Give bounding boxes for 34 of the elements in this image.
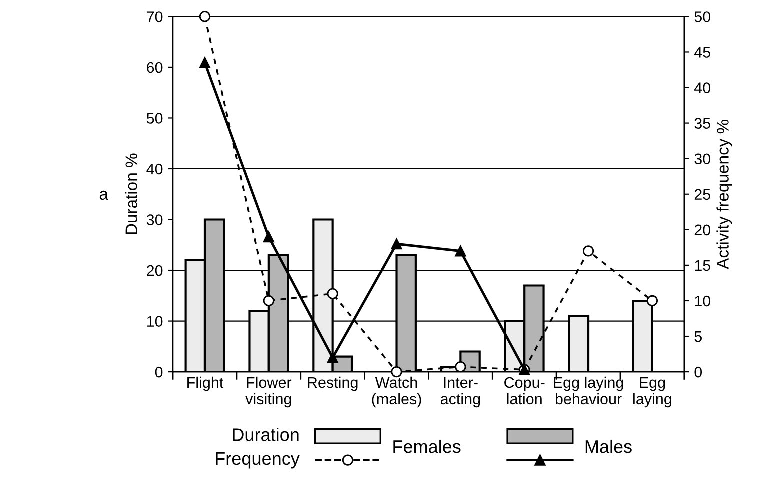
y2-tick-label: 50: [694, 12, 711, 22]
y2-tick-label: 40: [694, 82, 711, 94]
y2-axis-title: Activity frequency %: [716, 120, 732, 270]
y2-tick-label: 35: [694, 118, 710, 129]
x-tick-label: Flight: [188, 376, 224, 392]
y2-tick-label: 10: [695, 296, 711, 307]
y-tick-label: 10: [147, 316, 163, 327]
y-tick-label: 70: [147, 12, 163, 22]
y-tick-label: 40: [146, 164, 163, 175]
text: Duration: [233, 428, 299, 442]
y2-tick-label: 20: [694, 224, 711, 236]
x-tick-label: Resting: [308, 376, 358, 392]
y-axis-title: Duration %: [125, 154, 138, 234]
y-tick-label: 30: [146, 214, 163, 226]
legend-label: Males: [586, 440, 632, 454]
x-tick-label: Flower visiting: [246, 376, 292, 408]
text: a: [100, 190, 108, 200]
y2-tick-label: 45: [694, 47, 710, 58]
y-tick-label: 20: [147, 265, 163, 276]
x-tick-label: Egg laying: [634, 377, 672, 408]
x-tick-label: Inter- acting: [440, 377, 480, 408]
x-tick-label: Egg laying behaviour: [554, 376, 624, 405]
y-tick-label: 60: [147, 62, 163, 74]
text: Frequency: [216, 452, 300, 469]
legend-label: Females: [394, 440, 461, 454]
y2-tick-label: 30: [694, 154, 711, 165]
x-tick-label: Watch (males): [372, 376, 422, 408]
y-tick-label: 50: [146, 113, 163, 124]
x-tick-label: Copu- lation: [504, 377, 545, 405]
y2-tick-label: 0: [694, 366, 702, 378]
y2-tick-label: 25: [694, 189, 710, 200]
y2-tick-label: 5: [694, 332, 702, 342]
y2-tick-label: 15: [695, 260, 710, 272]
y-tick-label: 0: [155, 366, 163, 378]
